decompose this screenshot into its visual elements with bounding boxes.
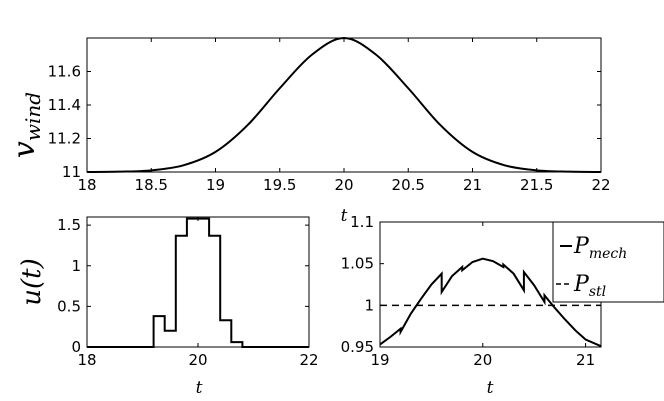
legend-box [552, 221, 664, 303]
power-x-tick-label: 20 [473, 351, 492, 369]
wind-x-tick-label: 21.5 [520, 176, 553, 194]
power-chart: 19 20 21 0.95 1 1.05 1.1 t Pmech Pstl [341, 213, 664, 398]
p-mech-line [379, 257, 602, 348]
wind-x-axis-label: t [341, 206, 348, 226]
u-x-tick-label: 20 [188, 351, 207, 369]
wind-x-tick-label: 20.5 [392, 176, 425, 194]
wind-x-tick-label: 22 [591, 176, 610, 194]
wind-x-ticks: 18 18.5 19 19.5 20 20.5 21 21.5 22 [77, 38, 611, 194]
u-y-tick-label: 0.5 [57, 297, 81, 315]
wind-y-ticks: 11 11.2 11.4 11.6 [48, 63, 601, 181]
u-x-tick-label: 22 [299, 351, 318, 369]
power-x-tick-label: 21 [576, 351, 595, 369]
wind-x-tick-label: 18.5 [135, 176, 168, 194]
wind-x-tick-label: 20 [334, 176, 353, 194]
power-x-axis-label: t [487, 378, 494, 398]
legend-p-stl-label: Pstl [573, 272, 606, 300]
wind-y-axis-label: vwind [7, 92, 45, 158]
power-y-ticks: 0.95 1 1.05 1.1 [341, 213, 601, 356]
wind-y-tick-label: 11.6 [48, 63, 81, 81]
power-x-ticks: 19 20 21 [370, 222, 595, 369]
wind-speed-line [86, 36, 602, 173]
u-x-ticks: 18 20 22 [77, 217, 319, 369]
u-y-tick-label: 1.5 [57, 216, 81, 234]
wind-y-tick-label: 11.4 [48, 96, 81, 114]
power-x-tick-label: 19 [370, 351, 389, 369]
wind-plot-frame [86, 37, 602, 173]
power-y-tick-label: 1.05 [341, 255, 374, 273]
u-plot-frame [86, 216, 310, 348]
wind-x-tick-label: 19 [206, 176, 225, 194]
power-y-tick-label: 1 [364, 296, 374, 314]
wind-x-tick-label: 21 [463, 176, 482, 194]
wind-y-tick-label: 11 [62, 163, 81, 181]
u-y-tick-label: 1 [71, 257, 81, 275]
power-y-tick-label: 0.95 [341, 338, 374, 356]
wind-speed-chart: 18 18.5 19 19.5 20 20.5 21 21.5 22 11 11.2 11.4 11.… [7, 36, 611, 226]
wind-y-tick-label: 11.2 [48, 130, 81, 148]
u-y-axis-label: u(t) [17, 258, 47, 305]
wind-x-tick-label: 18 [77, 176, 96, 194]
control-input-chart: 18 20 22 0 0.5 1 1.5 u(t) t [17, 216, 319, 398]
u-x-tick-label: 18 [77, 351, 96, 369]
u-y-tick-label: 0 [71, 338, 81, 356]
legend-p-mech-label: Pmech [573, 234, 627, 262]
wind-x-tick-label: 19.5 [263, 176, 296, 194]
power-legend: Pmech Pstl [552, 221, 664, 303]
u-x-axis-label: t [196, 378, 203, 398]
u-step-line [87, 217, 309, 348]
power-y-tick-label: 1.1 [350, 213, 374, 231]
